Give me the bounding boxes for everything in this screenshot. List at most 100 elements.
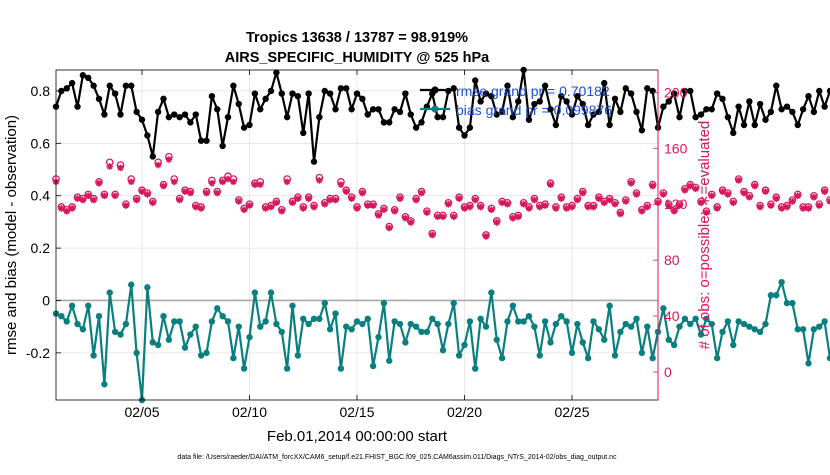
rmse-point xyxy=(63,85,70,92)
obs-evaluated-marker xyxy=(450,213,458,221)
obs-evaluated-marker xyxy=(617,210,624,218)
obs-evaluated-marker xyxy=(778,205,785,212)
bias-point xyxy=(762,320,769,328)
bias-point xyxy=(74,320,81,328)
legend-rmse-marker xyxy=(431,86,439,94)
rmse-point xyxy=(230,82,237,89)
obs-evaluated-marker xyxy=(627,179,635,187)
bias-point xyxy=(649,354,656,362)
obs-evaluated-marker xyxy=(713,205,721,212)
rmse-point xyxy=(181,111,189,118)
rmse-point xyxy=(633,108,640,116)
obs-evaluated-marker xyxy=(746,193,753,201)
rmse-point xyxy=(450,85,457,92)
bias-point xyxy=(128,281,135,288)
rmse-point xyxy=(488,92,495,100)
bias-point xyxy=(504,318,511,325)
obs-evaluated-marker xyxy=(643,203,651,211)
obs-evaluated-marker xyxy=(676,202,683,209)
rmse-point xyxy=(316,113,323,121)
rmse-point xyxy=(558,92,565,100)
bias-point xyxy=(455,352,463,359)
obs-evaluated-marker xyxy=(213,189,221,197)
obs-evaluated-marker xyxy=(493,219,501,226)
rmse-point xyxy=(187,119,194,126)
bias-point xyxy=(477,315,484,323)
obs-evaluated-marker xyxy=(423,209,431,216)
rmse-point xyxy=(665,98,672,105)
bias-point xyxy=(450,299,457,307)
obs-evaluated-marker xyxy=(751,182,759,190)
obs-evaluated-marker xyxy=(117,164,124,172)
obs-evaluated-marker xyxy=(740,189,748,197)
obs-evaluated-marker xyxy=(418,189,425,197)
x-tick-label: 02/25 xyxy=(554,404,589,420)
bias-point xyxy=(144,284,151,291)
bias-point xyxy=(429,315,436,323)
obs-evaluated-marker xyxy=(729,199,737,207)
bias-point xyxy=(63,318,70,325)
bias-point xyxy=(337,365,345,372)
bias-point xyxy=(778,278,785,286)
chart-subtitle: AIRS_SPECIFIC_HUMIDITY @ 525 hPa xyxy=(225,50,490,66)
y2-tick-label: 0 xyxy=(664,364,672,380)
bias-point xyxy=(498,354,506,362)
obs-evaluated-marker xyxy=(412,196,420,204)
obs-evaluated-marker xyxy=(563,205,570,212)
bias-point xyxy=(515,318,522,325)
bias-point xyxy=(380,299,388,307)
obs-evaluated-marker xyxy=(240,206,248,214)
bias-point xyxy=(644,323,651,330)
obs-evaluated-marker xyxy=(267,203,275,211)
obs-evaluated-marker xyxy=(681,186,689,194)
rmse-point xyxy=(525,116,533,123)
rmse-point xyxy=(638,127,646,134)
rmse-point xyxy=(595,108,603,116)
obs-evaluated-marker xyxy=(579,189,587,197)
obs-evaluated-marker xyxy=(568,203,576,211)
y-tick-label: 0.8 xyxy=(31,83,51,99)
rmse-point xyxy=(79,72,87,79)
bias-point xyxy=(601,336,608,343)
obs-evaluated-marker xyxy=(590,203,597,211)
obs-evaluated-marker xyxy=(364,202,372,209)
rmse-point xyxy=(584,121,592,129)
bias-point xyxy=(283,365,291,372)
obs-evaluated-marker xyxy=(369,202,377,209)
rmse-point xyxy=(305,90,312,97)
rmse-point xyxy=(262,95,269,103)
rmse-point xyxy=(106,82,113,89)
rmse-point xyxy=(783,103,791,110)
bias-point xyxy=(541,318,549,325)
bias-point xyxy=(240,365,248,372)
rmse-point xyxy=(649,87,656,95)
bias-point xyxy=(160,312,167,320)
bias-point xyxy=(171,318,178,325)
obs-evaluated-marker xyxy=(504,200,511,208)
bias-point xyxy=(692,315,699,323)
rmse-point xyxy=(343,85,350,92)
obs-evaluated-marker xyxy=(337,181,345,188)
rmse-point xyxy=(246,121,253,129)
bias-point xyxy=(192,323,199,330)
obs-evaluated-marker xyxy=(600,199,608,207)
rmse-point xyxy=(719,95,726,103)
rmse-point xyxy=(622,85,629,92)
bias-point xyxy=(558,312,565,320)
obs-count-layer xyxy=(52,152,830,240)
obs-evaluated-marker xyxy=(391,207,398,215)
bias-point xyxy=(568,349,576,357)
obs-evaluated-marker xyxy=(477,203,484,211)
bias-point xyxy=(359,320,366,328)
obs-evaluated-marker xyxy=(407,219,415,226)
bias-point xyxy=(488,289,495,296)
bias-point xyxy=(235,323,242,330)
bias-point xyxy=(133,349,140,357)
obs-evaluated-marker xyxy=(789,198,796,205)
legend-rmse-label: rmse grand pr = 0.70182 xyxy=(456,83,610,99)
rmse-point xyxy=(670,90,678,97)
rmse-point xyxy=(412,124,420,131)
bias-point xyxy=(396,320,404,328)
rmse-point xyxy=(407,111,414,118)
obs-evaluated-marker xyxy=(106,163,114,170)
